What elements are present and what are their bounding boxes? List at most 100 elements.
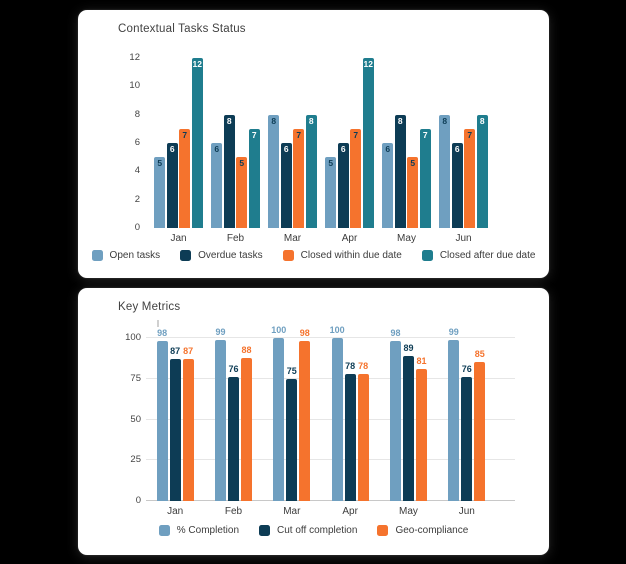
y-tick-label-4: 4 <box>134 165 140 177</box>
bar-closed-after-due-date-jan[interactable]: 12 <box>191 58 203 228</box>
bar-value-label: 12 <box>192 59 202 69</box>
bar-value-label: 98 <box>390 328 401 339</box>
category-group-feb: 6 8 5 7 Feb <box>207 58 264 244</box>
legend-swatch-closed-after-due-date <box>421 250 433 261</box>
bar-value-label: 81 <box>416 355 427 366</box>
gridline-0 <box>146 500 515 501</box>
legend-item-overdue-tasks[interactable]: Overdue tasks <box>180 250 263 261</box>
bar-open-tasks-jun[interactable]: 8 <box>439 114 451 228</box>
gridline-100 <box>146 337 515 338</box>
bar-value-label: 78 <box>358 360 369 371</box>
bar-closed-after-due-date-jun[interactable]: 8 <box>476 114 488 228</box>
legend-item-closed-within-due-date[interactable]: Closed within due date <box>282 250 402 261</box>
bar-geo-compliance-jun[interactable]: 85 <box>474 349 486 501</box>
bar-value-label: 87 <box>170 346 181 357</box>
bar-completion-apr[interactable]: 100 <box>330 325 345 501</box>
bar-completion-jan[interactable]: 98 <box>156 328 168 501</box>
bar-closed-after-due-date-apr[interactable]: 12 <box>362 58 374 228</box>
card-key-metrics: Key Metrics 0 25 50 75 100 98 87 87 Jan 99 76 88 Feb… <box>78 288 549 555</box>
legend-label: % Completion <box>176 525 240 536</box>
bar-overdue-tasks-feb[interactable]: 8 <box>223 114 235 228</box>
legend-swatch-overdue-tasks <box>180 250 192 261</box>
bar-value-label: 6 <box>214 144 220 154</box>
bar-cut-off-completion-jun[interactable]: 76 <box>461 364 473 501</box>
bar-geo-compliance-may[interactable]: 81 <box>415 356 427 501</box>
bar-value-label: 8 <box>479 115 485 126</box>
bar-closed-within-due-date-jun[interactable]: 7 <box>464 128 476 228</box>
bar-groups: 98 87 87 Jan 99 76 88 Feb 100 75 98 Mar 100 78 78 Apr 98… <box>146 325 496 517</box>
category-group-jan: 98 87 87 Jan <box>146 328 204 517</box>
legend-key-metrics: % Completion Cut off completion Geo-compli… <box>78 525 549 536</box>
bar-value-label: 7 <box>296 129 302 140</box>
chart-title-contextual-tasks-status: Contextual Tasks Status <box>118 23 246 35</box>
bar-completion-feb[interactable]: 99 <box>214 327 226 501</box>
bar-value-label: 100 <box>329 325 345 335</box>
card-contextual-tasks-status: Contextual Tasks Status 0 2 4 6 8 10 12 5 6 7 12 Ja… <box>78 10 549 278</box>
bar-value-label: 6 <box>169 144 175 154</box>
legend-swatch-completion <box>158 525 170 536</box>
legend-item-geo-compliance[interactable]: Geo-compliance <box>377 525 468 536</box>
bar-overdue-tasks-jun[interactable]: 6 <box>451 143 463 228</box>
legend-item-closed-after-due-date[interactable]: Closed after due date <box>421 250 536 261</box>
bar-open-tasks-mar[interactable]: 8 <box>268 114 280 228</box>
bar-geo-compliance-mar[interactable]: 98 <box>299 328 311 501</box>
y-tick-label-8: 8 <box>134 108 140 120</box>
legend-label: Closed after due date <box>439 250 536 261</box>
bar-value-label: 5 <box>410 158 416 169</box>
gridline-50 <box>146 418 515 420</box>
legend-label: Overdue tasks <box>198 250 263 261</box>
legend-contextual-tasks-status: Open tasks Overdue tasks Closed within due… <box>78 250 549 261</box>
bar-completion-mar[interactable]: 100 <box>271 325 286 501</box>
bar-closed-within-due-date-mar[interactable]: 7 <box>293 128 305 228</box>
bar-value-label: 8 <box>226 115 232 126</box>
bar-cut-off-completion-may[interactable]: 89 <box>402 343 414 501</box>
legend-swatch-open-tasks <box>91 250 103 261</box>
y-tick-label-0: 0 <box>135 495 141 506</box>
bar-groups: 5 6 7 12 Jan 6 8 5 7 Feb 8 6 7 8 Mar 5 6 7 12 Apr 6 8 5 7 May 8 6 7… <box>150 58 492 244</box>
legend-item-completion[interactable]: % Completion <box>158 525 240 536</box>
bar-open-tasks-feb[interactable]: 6 <box>211 143 223 228</box>
x-tick-label-jan: Jan <box>170 233 187 244</box>
category-group-may: 98 89 81 May <box>379 328 437 517</box>
bar-closed-after-due-date-mar[interactable]: 8 <box>305 114 317 228</box>
category-group-jan: 5 6 7 12 Jan <box>150 58 207 244</box>
bar-closed-after-due-date-may[interactable]: 7 <box>419 128 431 228</box>
bar-overdue-tasks-mar[interactable]: 6 <box>280 143 292 228</box>
bar-open-tasks-may[interactable]: 6 <box>382 143 394 228</box>
bar-value-label: 12 <box>363 59 373 69</box>
bar-closed-within-due-date-apr[interactable]: 7 <box>350 128 362 228</box>
bar-completion-jun[interactable]: 99 <box>448 327 460 501</box>
bar-cut-off-completion-jan[interactable]: 87 <box>169 346 181 501</box>
bar-value-label: 76 <box>461 364 472 375</box>
bar-cut-off-completion-mar[interactable]: 75 <box>286 366 298 501</box>
bar-cut-off-completion-apr[interactable]: 78 <box>344 361 356 501</box>
bar-value-label: 98 <box>299 328 310 339</box>
bar-completion-may[interactable]: 98 <box>389 328 401 501</box>
bar-overdue-tasks-apr[interactable]: 6 <box>337 143 349 228</box>
bar-open-tasks-jan[interactable]: 5 <box>154 157 166 228</box>
bar-open-tasks-apr[interactable]: 5 <box>325 157 337 228</box>
x-tick-label-apr: Apr <box>342 506 358 517</box>
bar-geo-compliance-feb[interactable]: 88 <box>240 345 252 501</box>
bar-overdue-tasks-jan[interactable]: 6 <box>166 143 178 228</box>
bar-geo-compliance-apr[interactable]: 78 <box>357 361 369 501</box>
bar-closed-within-due-date-may[interactable]: 5 <box>407 157 419 228</box>
x-tick-label-mar: Mar <box>283 506 301 517</box>
bar-value-label: 76 <box>228 364 239 375</box>
category-group-feb: 99 76 88 Feb <box>204 327 262 517</box>
category-group-apr: 5 6 7 12 Apr <box>321 58 378 244</box>
legend-swatch-cut-off-completion <box>259 525 271 536</box>
bar-closed-within-due-date-jan[interactable]: 7 <box>179 128 191 228</box>
bar-geo-compliance-jan[interactable]: 87 <box>182 346 194 501</box>
bar-closed-within-due-date-feb[interactable]: 5 <box>236 157 248 228</box>
x-tick-label-may: May <box>397 233 416 244</box>
bar-closed-after-due-date-feb[interactable]: 7 <box>248 128 260 228</box>
bar-overdue-tasks-may[interactable]: 8 <box>394 114 406 228</box>
legend-item-open-tasks[interactable]: Open tasks <box>91 250 160 261</box>
bar-cut-off-completion-feb[interactable]: 76 <box>227 364 239 501</box>
category-group-mar: 8 6 7 8 Mar <box>264 58 321 244</box>
legend-item-cut-off-completion[interactable]: Cut off completion <box>259 525 357 536</box>
bar-value-label: 99 <box>448 326 459 337</box>
y-tick-label-10: 10 <box>129 80 140 92</box>
